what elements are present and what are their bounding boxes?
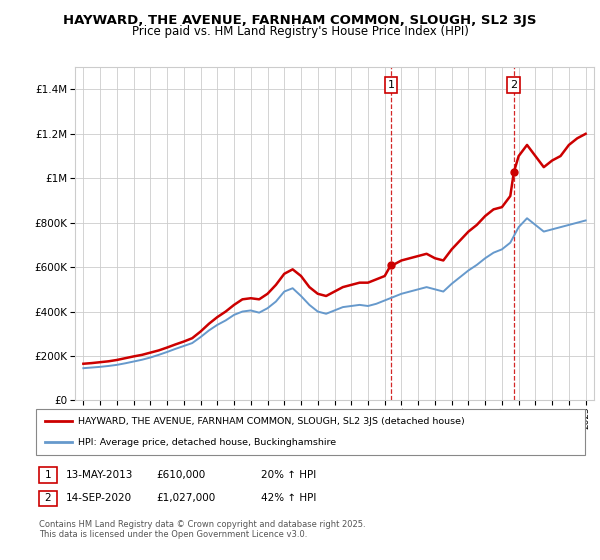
Text: 2: 2	[44, 493, 52, 503]
Text: £610,000: £610,000	[156, 470, 205, 480]
Text: 14-SEP-2020: 14-SEP-2020	[66, 493, 132, 503]
Text: £1,027,000: £1,027,000	[156, 493, 215, 503]
Text: HAYWARD, THE AVENUE, FARNHAM COMMON, SLOUGH, SL2 3JS (detached house): HAYWARD, THE AVENUE, FARNHAM COMMON, SLO…	[78, 417, 465, 426]
Text: 20% ↑ HPI: 20% ↑ HPI	[261, 470, 316, 480]
Text: HAYWARD, THE AVENUE, FARNHAM COMMON, SLOUGH, SL2 3JS: HAYWARD, THE AVENUE, FARNHAM COMMON, SLO…	[63, 14, 537, 27]
Text: Contains HM Land Registry data © Crown copyright and database right 2025.
This d: Contains HM Land Registry data © Crown c…	[39, 520, 365, 539]
Text: 1: 1	[44, 470, 52, 480]
Text: 42% ↑ HPI: 42% ↑ HPI	[261, 493, 316, 503]
Text: HPI: Average price, detached house, Buckinghamshire: HPI: Average price, detached house, Buck…	[78, 438, 336, 447]
Text: 2: 2	[510, 80, 517, 90]
Text: 1: 1	[388, 80, 394, 90]
Text: Price paid vs. HM Land Registry's House Price Index (HPI): Price paid vs. HM Land Registry's House …	[131, 25, 469, 38]
Text: 13-MAY-2013: 13-MAY-2013	[66, 470, 133, 480]
